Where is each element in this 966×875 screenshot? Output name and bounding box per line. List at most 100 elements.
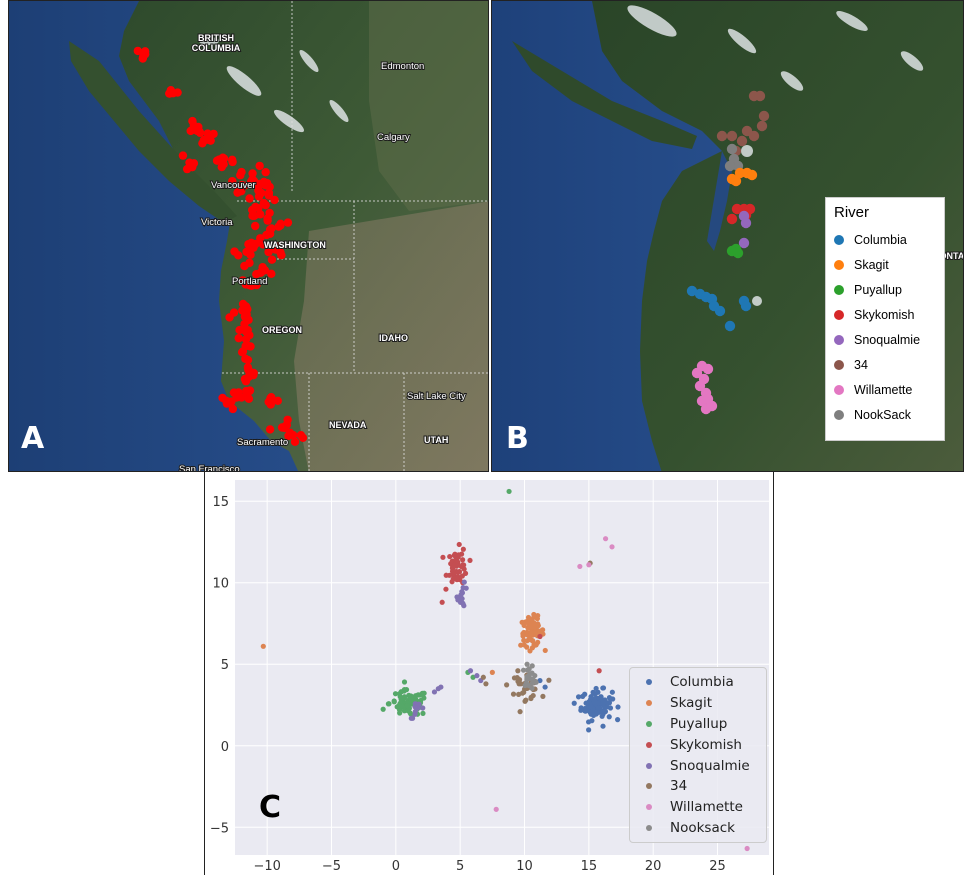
site-marker (261, 167, 270, 177)
legend-item-34: 34 (834, 352, 936, 377)
point-skykomish (447, 553, 453, 560)
y-tick-label: 15 (212, 495, 229, 510)
legend-item-skykomish: Skykomish (638, 734, 758, 755)
river-marker-skykomish (726, 213, 738, 225)
x-tick-label: 5 (456, 859, 464, 874)
point-skagit (532, 629, 538, 635)
site-marker (238, 299, 248, 309)
point-34 (523, 697, 529, 703)
borders (222, 1, 488, 471)
point-columbia (609, 689, 615, 695)
site-marker (265, 225, 275, 234)
legend-label: Nooksack (670, 819, 735, 836)
point-columbia (586, 727, 592, 733)
point-columbia (575, 694, 582, 700)
point-columbia (542, 684, 548, 690)
legend-item-nooksack: NookSack (834, 402, 936, 427)
label-british-columbia-2: COLUMBIA (192, 43, 241, 53)
x-tick-label: 15 (581, 859, 598, 874)
point-34 (480, 674, 486, 680)
site-marker (178, 151, 188, 160)
legend-swatch (646, 762, 652, 769)
point-puyallup (398, 695, 405, 701)
point-puyallup (401, 679, 408, 685)
site-marker (270, 195, 279, 205)
point-columbia (593, 711, 599, 717)
legend-item-puyallup: Puyallup (834, 277, 936, 302)
panel-letter-a: A (21, 421, 45, 456)
point-skagit (542, 647, 548, 654)
point-willamette (744, 845, 750, 852)
point-columbia (601, 699, 607, 705)
point-nooksack (528, 676, 534, 682)
point-skagit (489, 669, 495, 675)
site-marker (276, 248, 285, 257)
legend-item-skagit: Skagit (638, 693, 758, 714)
point-34 (510, 691, 517, 697)
site-marker (285, 428, 295, 437)
river-marker-34 (758, 110, 770, 122)
site-marker (267, 255, 277, 264)
point-puyallup (404, 703, 410, 709)
label-british-columbia-1: BRITISH (198, 33, 234, 43)
river-marker-34 (754, 90, 766, 102)
x-tick-label: 0 (392, 859, 400, 874)
point-columbia (589, 718, 595, 724)
site-marker (254, 192, 264, 201)
label-washington: WASHINGTON (264, 240, 326, 250)
point-nooksack (522, 682, 528, 689)
point-puyallup (408, 711, 414, 717)
point-skykomish (446, 572, 453, 578)
point-skagit (260, 643, 266, 649)
x-tick-label: −10 (253, 859, 280, 874)
site-marker (255, 161, 264, 171)
site-marker (237, 167, 246, 177)
label-calgary: Calgary (377, 132, 410, 143)
river-marker-columbia (714, 305, 726, 317)
legend-label: 34 (854, 357, 868, 372)
point-skykomish (462, 570, 469, 576)
site-marker (186, 126, 195, 136)
legend-label: Skagit (854, 257, 889, 272)
river-marker-willamette (694, 380, 706, 392)
point-columbia (615, 704, 621, 710)
river-marker-34 (736, 135, 748, 147)
legend-item-willamette: Willamette (834, 377, 936, 402)
x-tick-label: 25 (709, 859, 726, 874)
legend-swatch (646, 741, 652, 748)
legend-item-willamette: Willamette (638, 797, 758, 818)
site-marker (233, 188, 242, 197)
site-marker (244, 372, 254, 382)
legend-swatch (646, 824, 652, 831)
point-skagit (521, 622, 527, 629)
point-puyallup (420, 691, 426, 697)
site-marker (256, 234, 265, 243)
site-marker (243, 341, 253, 351)
site-marker (247, 281, 256, 290)
river-marker-willamette (691, 367, 703, 379)
legend-label: Willamette (670, 799, 743, 816)
legend-label: Snoqualmie (670, 757, 750, 774)
site-marker (222, 396, 231, 406)
point-nooksack (520, 667, 527, 673)
point-34 (546, 677, 552, 683)
site-marker (244, 365, 253, 374)
y-tick-label: 10 (212, 577, 229, 592)
legend-title: River (834, 204, 870, 221)
label-utah: UTAH (424, 435, 448, 445)
site-marker (203, 129, 212, 138)
point-puyallup (391, 698, 397, 704)
point-nooksack (529, 685, 535, 691)
point-skykomish (453, 554, 459, 561)
snow-caps (199, 37, 349, 133)
point-skagit (528, 631, 534, 637)
label-victoria: Victoria (201, 217, 233, 228)
point-puyallup (398, 689, 404, 695)
point-34 (483, 681, 489, 687)
scatter-points (260, 488, 750, 852)
legend-label: Skykomish (854, 307, 915, 322)
legend-label: Skykomish (670, 736, 742, 753)
point-skagit (534, 615, 540, 622)
point-34 (515, 668, 521, 674)
point-nooksack (524, 661, 530, 667)
